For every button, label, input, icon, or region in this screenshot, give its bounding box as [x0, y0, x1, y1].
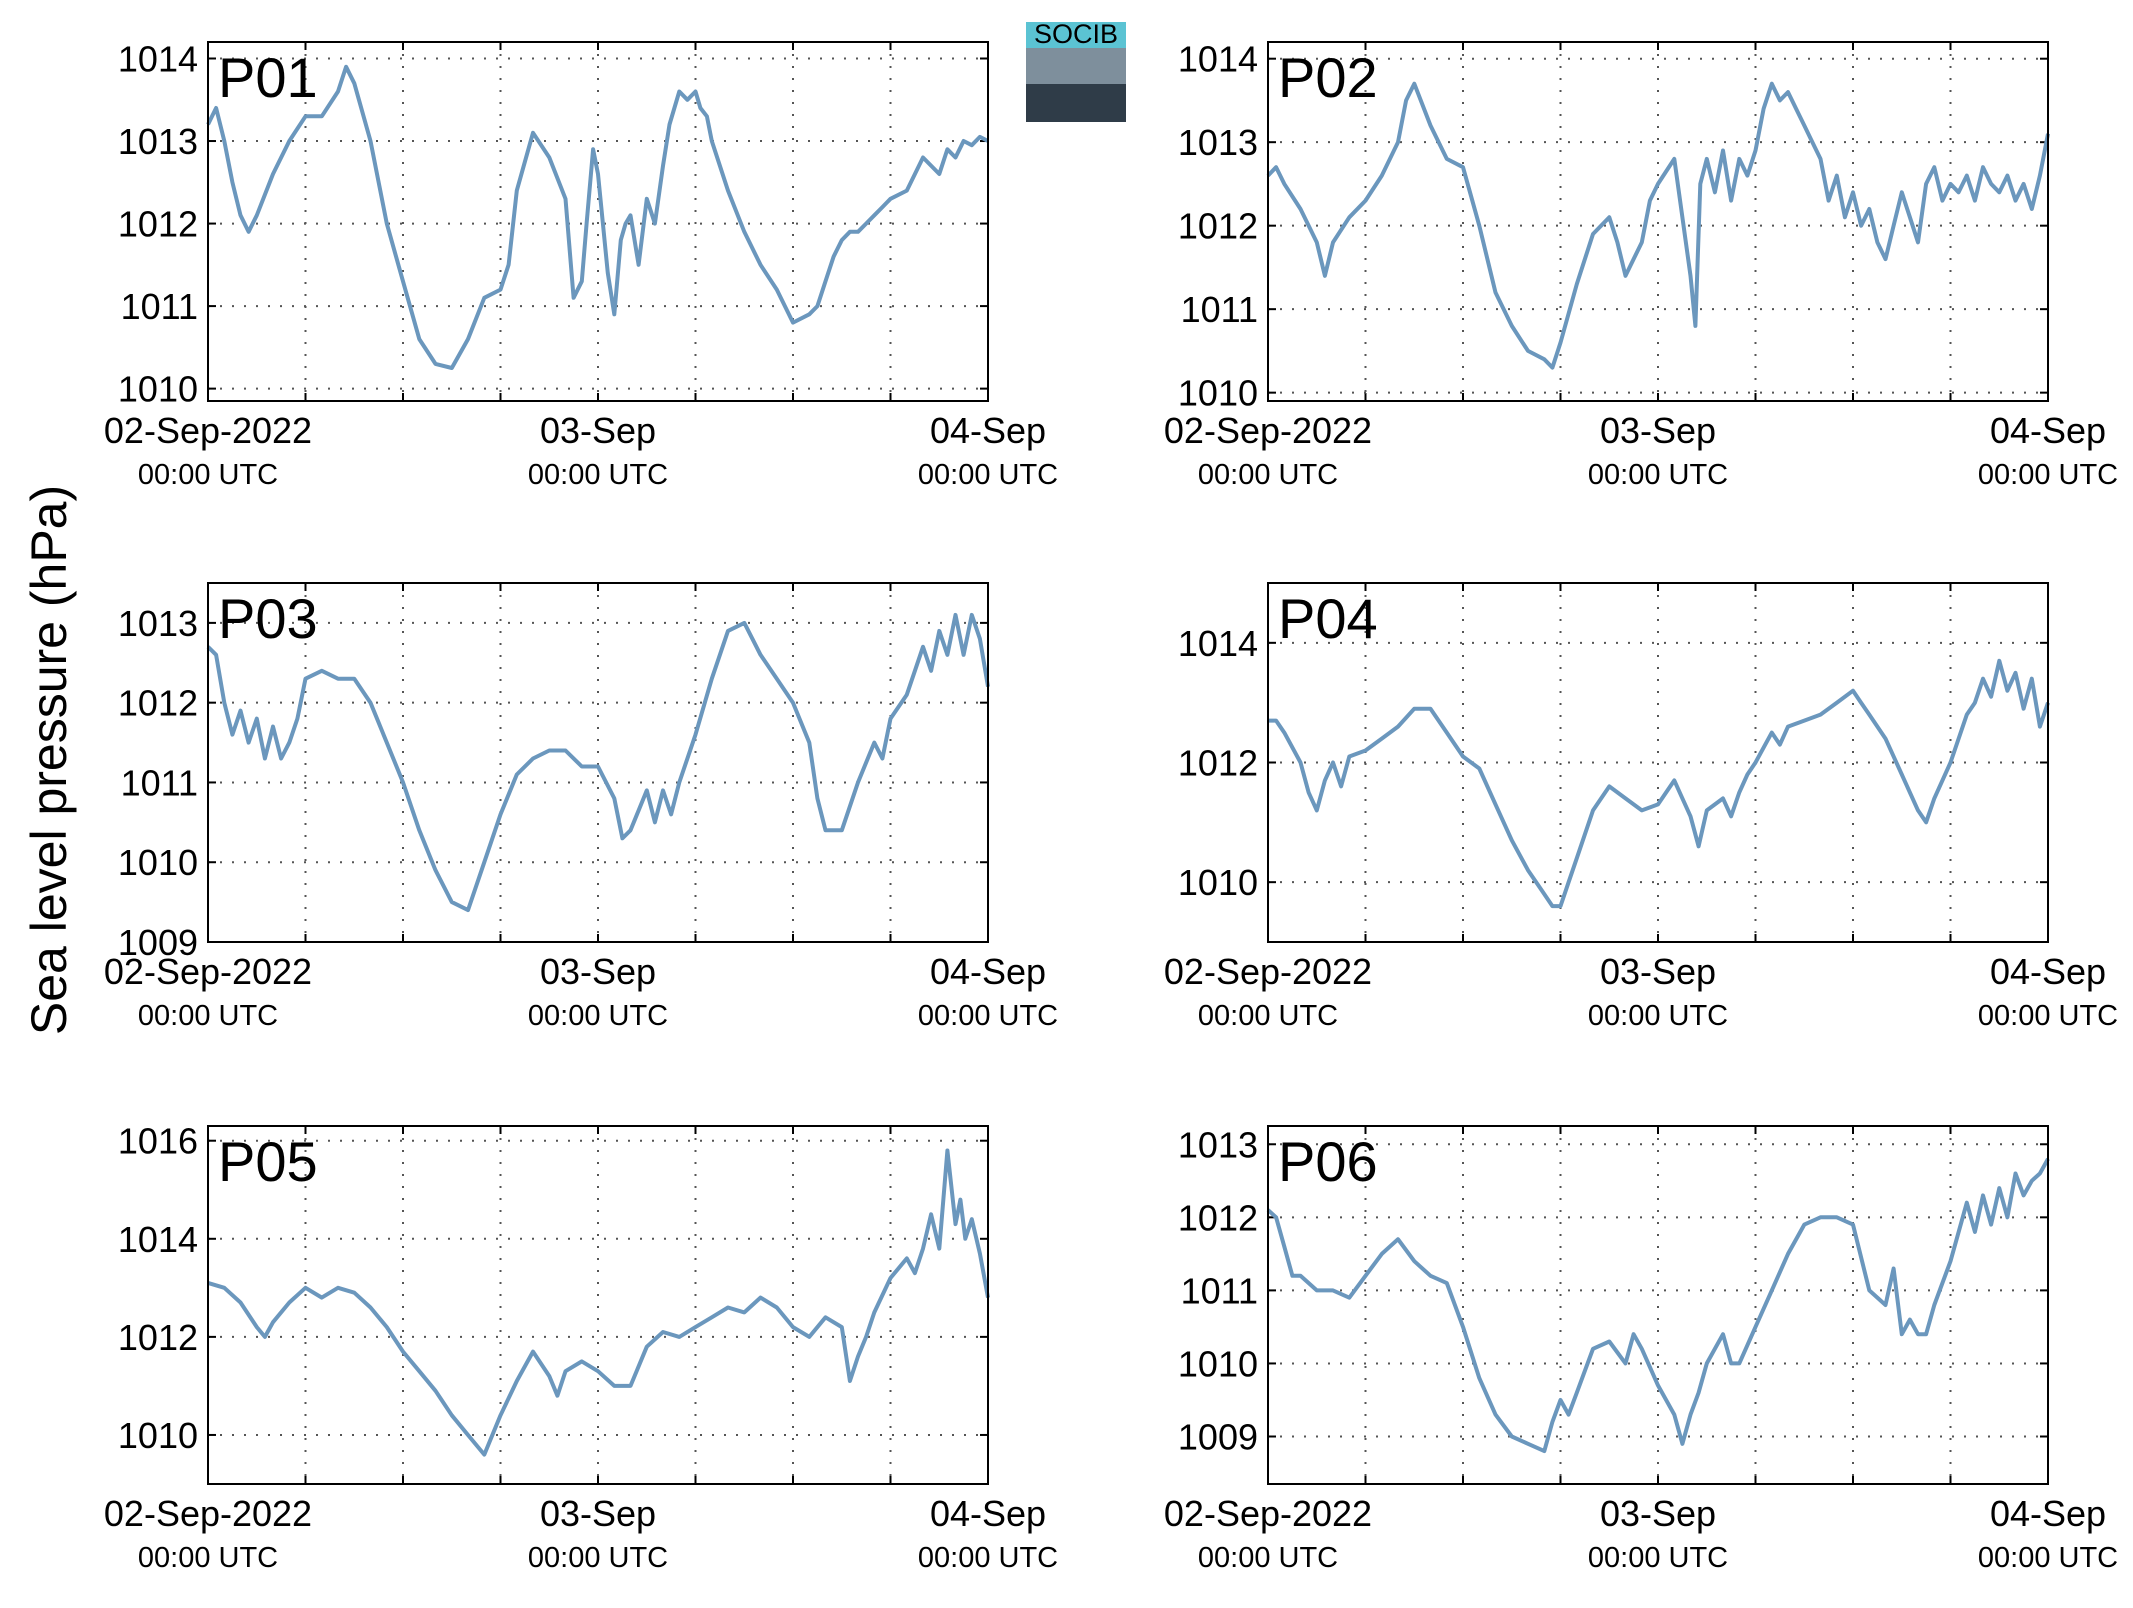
logo-bottom-band — [1026, 84, 1126, 122]
chart-panel-p06: 1009 1010 1011 1012 1013 02-Sep-2022 00:00 UTC… — [1164, 1124, 2118, 1574]
x-tick-label-date: 03-Sep — [1600, 410, 1716, 451]
y-tick-label: 1010 — [1178, 373, 1258, 414]
x-tick-label-date: 04-Sep — [1990, 410, 2106, 451]
y-tick-label: 1010 — [1178, 862, 1258, 903]
chart-panel-p04: 1010 1012 1014 02-Sep-2022 00:00 UTC 03-Sep 00… — [1164, 582, 2118, 1032]
x-tick-label-date: 03-Sep — [540, 951, 656, 992]
plot-frame — [207, 582, 989, 943]
y-tick-label: 1012 — [118, 1317, 198, 1358]
y-axis-label: Sea level pressure (hPa) — [21, 485, 77, 1035]
y-tick-label: 1011 — [1181, 289, 1258, 330]
panel-label-p01: P01 — [218, 46, 318, 109]
x-tick-label-date: 04-Sep — [930, 410, 1046, 451]
y-tick-label: 1014 — [1178, 39, 1258, 80]
panel-label-p03: P03 — [218, 587, 318, 650]
x-tick-label-date: 02-Sep-2022 — [104, 951, 312, 992]
y-tick-label: 1011 — [1181, 1270, 1258, 1311]
plot-frame — [207, 41, 989, 402]
x-tick-label-time: 00:00 UTC — [528, 1000, 668, 1032]
x-tick-label-date: 04-Sep — [930, 1493, 1046, 1534]
y-tick-label: 1013 — [1178, 1124, 1258, 1165]
panel-grid: 1010 1011 1012 1013 1014 02-Sep-2022 00:00 UTC… — [104, 39, 2118, 1574]
x-tick-label-time: 00:00 UTC — [1588, 1542, 1728, 1574]
y-tick-label: 1010 — [118, 842, 198, 883]
y-tick-label: 1010 — [118, 1415, 198, 1456]
y-tick-label: 1009 — [118, 922, 198, 963]
plot-frame — [1267, 41, 2049, 402]
x-tick-label-time: 00:00 UTC — [1198, 1542, 1338, 1574]
series-line-p04 — [1268, 658, 2050, 909]
series-line-p05 — [207, 1148, 990, 1457]
y-tick-label: 1013 — [1178, 122, 1258, 163]
logo-text: SOCIB — [1034, 19, 1118, 49]
x-tick-label-date: 04-Sep — [930, 951, 1046, 992]
socib-logo: SOCIB — [1026, 19, 1126, 122]
x-tick-label-time: 00:00 UTC — [1588, 1000, 1728, 1032]
series-line-p01 — [206, 64, 989, 370]
y-tick-label: 1012 — [1178, 1197, 1258, 1238]
x-tick-label-time: 00:00 UTC — [1978, 459, 2118, 491]
x-tick-label-date: 02-Sep-2022 — [104, 1493, 312, 1534]
series-line-p02 — [1266, 81, 2050, 370]
x-tick-label-time: 00:00 UTC — [1588, 459, 1728, 491]
y-tick-label: 1009 — [1178, 1417, 1258, 1458]
logo-top-band — [1026, 22, 1126, 48]
plot-frame — [1267, 582, 2049, 943]
y-tick-label: 1010 — [118, 369, 198, 410]
panel-label-p02: P02 — [1278, 46, 1378, 109]
x-tick-label-time: 00:00 UTC — [138, 1000, 278, 1032]
x-tick-label-date: 03-Sep — [540, 1493, 656, 1534]
y-tick-label: 1013 — [118, 121, 198, 162]
series-line-p06 — [1266, 1157, 2050, 1454]
x-tick-label-time: 00:00 UTC — [1978, 1000, 2118, 1032]
x-tick-label-date: 03-Sep — [1600, 1493, 1716, 1534]
panel-label-p05: P05 — [218, 1130, 318, 1193]
x-tick-label-time: 00:00 UTC — [1978, 1542, 2118, 1574]
x-tick-label-time: 00:00 UTC — [918, 1542, 1058, 1574]
x-tick-label-time: 00:00 UTC — [918, 1000, 1058, 1032]
x-tick-label-date: 04-Sep — [1990, 1493, 2106, 1534]
x-tick-label-time: 00:00 UTC — [528, 459, 668, 491]
x-tick-label-date: 02-Sep-2022 — [1164, 410, 1372, 451]
y-tick-label: 1014 — [118, 39, 198, 80]
x-tick-label-date: 03-Sep — [540, 410, 656, 451]
panel-label-p04: P04 — [1278, 587, 1378, 650]
x-tick-label-date: 02-Sep-2022 — [1164, 951, 1372, 992]
x-tick-label-time: 00:00 UTC — [918, 459, 1058, 491]
x-tick-label-time: 00:00 UTC — [1198, 1000, 1338, 1032]
chart-panel-p01: 1010 1011 1012 1013 1014 02-Sep-2022 00:00 UTC… — [104, 39, 1058, 491]
y-tick-label: 1012 — [1178, 206, 1258, 247]
x-tick-label-date: 03-Sep — [1600, 951, 1716, 992]
plot-frame — [1267, 1125, 2049, 1485]
y-tick-label: 1016 — [118, 1121, 198, 1162]
x-tick-label-time: 00:00 UTC — [138, 459, 278, 491]
y-tick-label: 1011 — [121, 286, 198, 327]
x-tick-label-time: 00:00 UTC — [138, 1542, 278, 1574]
panel-label-p06: P06 — [1278, 1130, 1378, 1193]
x-tick-label-time: 00:00 UTC — [1198, 459, 1338, 491]
y-tick-label: 1014 — [118, 1219, 198, 1260]
x-tick-label-date: 02-Sep-2022 — [1164, 1493, 1372, 1534]
series-line-p03 — [206, 612, 990, 913]
x-tick-label-date: 04-Sep — [1990, 951, 2106, 992]
y-tick-label: 1013 — [118, 603, 198, 644]
x-tick-label-date: 02-Sep-2022 — [104, 410, 312, 451]
x-tick-label-time: 00:00 UTC — [528, 1542, 668, 1574]
chart-panel-p03: 1009 1010 1011 1012 1013 02-Sep-2022 00:00 UTC… — [104, 582, 1058, 1032]
chart-panel-p05: 1010 1012 1014 1016 02-Sep-2022 00:00 UTC 03-S… — [104, 1121, 1058, 1574]
chart-panel-p02: 1010 1011 1012 1013 1014 02-Sep-2022 00:00 UTC… — [1164, 39, 2118, 491]
y-tick-label: 1012 — [118, 683, 198, 724]
y-tick-label: 1014 — [1178, 623, 1258, 664]
logo-mid-band — [1026, 48, 1126, 84]
y-tick-label: 1011 — [121, 762, 198, 803]
y-tick-label: 1010 — [1178, 1343, 1258, 1384]
plot-frame — [207, 1125, 989, 1485]
y-tick-label: 1012 — [1178, 743, 1258, 784]
y-tick-label: 1012 — [118, 204, 198, 245]
